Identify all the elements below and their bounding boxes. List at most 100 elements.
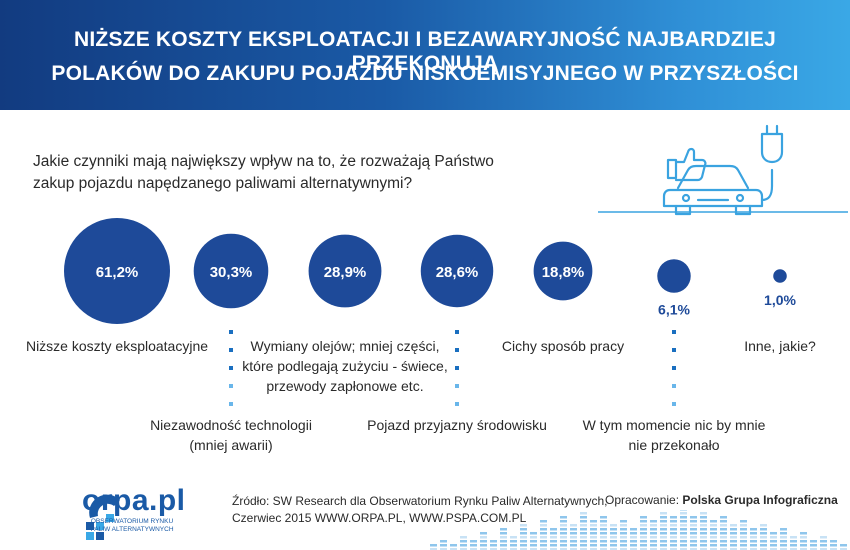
deco-bar-segment [440, 548, 447, 550]
deco-bar-segment [780, 532, 787, 535]
deco-bar-segment [650, 524, 657, 527]
deco-bar-segment [650, 540, 657, 543]
deco-bar-segment [640, 532, 647, 535]
deco-bar-segment [550, 540, 557, 543]
deco-bar-segment [660, 512, 667, 515]
deco-bar-segment [820, 536, 827, 539]
deco-bar-segment [720, 540, 727, 543]
deco-bar-segment [640, 520, 647, 523]
deco-bar-segment [550, 536, 557, 539]
deco-bar-segment [450, 544, 457, 547]
deco-bar-segment [760, 532, 767, 535]
deco-bar-segment [580, 524, 587, 527]
deco-bar-segment [580, 544, 587, 547]
deco-bar-segment [700, 516, 707, 519]
deco-bar-segment [500, 548, 507, 550]
deco-bar-segment [610, 532, 617, 535]
deco-bar-segment [520, 528, 527, 531]
decorative-bars [430, 510, 847, 550]
deco-bar-segment [620, 544, 627, 547]
deco-bar-segment [670, 532, 677, 535]
deco-bar-segment [650, 536, 657, 539]
deco-bar-segment [580, 532, 587, 535]
deco-bar-segment [640, 548, 647, 550]
deco-bar-segment [590, 548, 597, 550]
connector-dot [672, 330, 676, 334]
deco-bar-segment [510, 536, 517, 539]
deco-bar-segment [570, 536, 577, 539]
deco-bar-segment [630, 532, 637, 535]
deco-bar-segment [750, 528, 757, 531]
logo-subtitle: OBSERWATORIUM RYNKU PALIW ALTERNATYWNYCH [82, 518, 182, 534]
deco-bar-segment [820, 540, 827, 543]
bubble-value-3: 28,9% [324, 264, 367, 281]
connector-dot [672, 366, 676, 370]
deco-bar-segment [590, 524, 597, 527]
deco-bar-segment [670, 544, 677, 547]
deco-bar-segment [830, 540, 837, 543]
deco-bar-segment [800, 544, 807, 547]
deco-bar-segment [800, 548, 807, 550]
deco-bar-segment [650, 548, 657, 550]
deco-bar-segment [660, 516, 667, 519]
deco-bar-segment [700, 528, 707, 531]
deco-bar-segment [760, 528, 767, 531]
deco-bar-segment [580, 516, 587, 519]
deco-bar-segment [670, 516, 677, 519]
orpa-logo-mark [86, 494, 120, 540]
deco-bar-segment [720, 520, 727, 523]
deco-bar-segment [660, 524, 667, 527]
deco-bar-segment [610, 524, 617, 527]
title-line-2: POLAKÓW DO ZAKUPU POJAZDU NISKOEMISYJNEG… [51, 62, 799, 85]
deco-bar-segment [710, 536, 717, 539]
deco-bar-segment [580, 512, 587, 515]
deco-bar-segment [590, 540, 597, 543]
deco-bar-segment [460, 544, 467, 547]
deco-bar-segment [700, 524, 707, 527]
connector-dot [455, 348, 459, 352]
deco-bar-segment [680, 520, 687, 523]
deco-bar-segment [710, 548, 717, 550]
deco-bar-segment [760, 548, 767, 550]
deco-bar-segment [680, 512, 687, 515]
deco-bar-segment [520, 540, 527, 543]
deco-bar-segment [650, 532, 657, 535]
deco-bar-segment [680, 510, 687, 511]
deco-bar-segment [480, 540, 487, 543]
deco-bar-segment [560, 548, 567, 550]
deco-bar-segment [800, 540, 807, 543]
deco-bar-segment [720, 536, 727, 539]
deco-bar-segment [810, 544, 817, 547]
deco-bar-segment [600, 532, 607, 535]
deco-bar-segment [550, 544, 557, 547]
bubble-4 [420, 234, 494, 308]
deco-bar-segment [590, 544, 597, 547]
deco-bar-segment [750, 536, 757, 539]
credits-prefix: Opracowanie: [605, 493, 680, 507]
deco-bar-segment [670, 528, 677, 531]
bubble-value-5: 18,8% [542, 264, 585, 281]
deco-bar-segment [610, 548, 617, 550]
deco-bar-segment [680, 536, 687, 539]
deco-bar-segment [790, 548, 797, 550]
deco-bar-segment [430, 548, 437, 550]
deco-bar-segment [490, 544, 497, 547]
deco-bar-segment [690, 544, 697, 547]
deco-bar-segment [740, 524, 747, 527]
deco-bar-segment [720, 544, 727, 547]
deco-bar-segment [760, 536, 767, 539]
deco-bar-segment [720, 548, 727, 550]
deco-bar-segment [540, 536, 547, 539]
deco-bar-segment [670, 520, 677, 523]
bubble-6 [657, 259, 691, 293]
deco-bar-segment [620, 532, 627, 535]
deco-bar-segment [650, 528, 657, 531]
deco-bar-segment [630, 544, 637, 547]
logo-subtitle-line-1: OBSERWATORIUM RYNKU [90, 518, 174, 525]
deco-bar-segment [480, 536, 487, 539]
source-line-2: Czerwiec 2015 WWW.ORPA.PL, WWW.PSPA.COM.… [232, 511, 527, 525]
deco-bar-segment [630, 540, 637, 543]
deco-bar-segment [620, 548, 627, 550]
deco-bar-segment [570, 532, 577, 535]
deco-bar-segment [820, 548, 827, 550]
